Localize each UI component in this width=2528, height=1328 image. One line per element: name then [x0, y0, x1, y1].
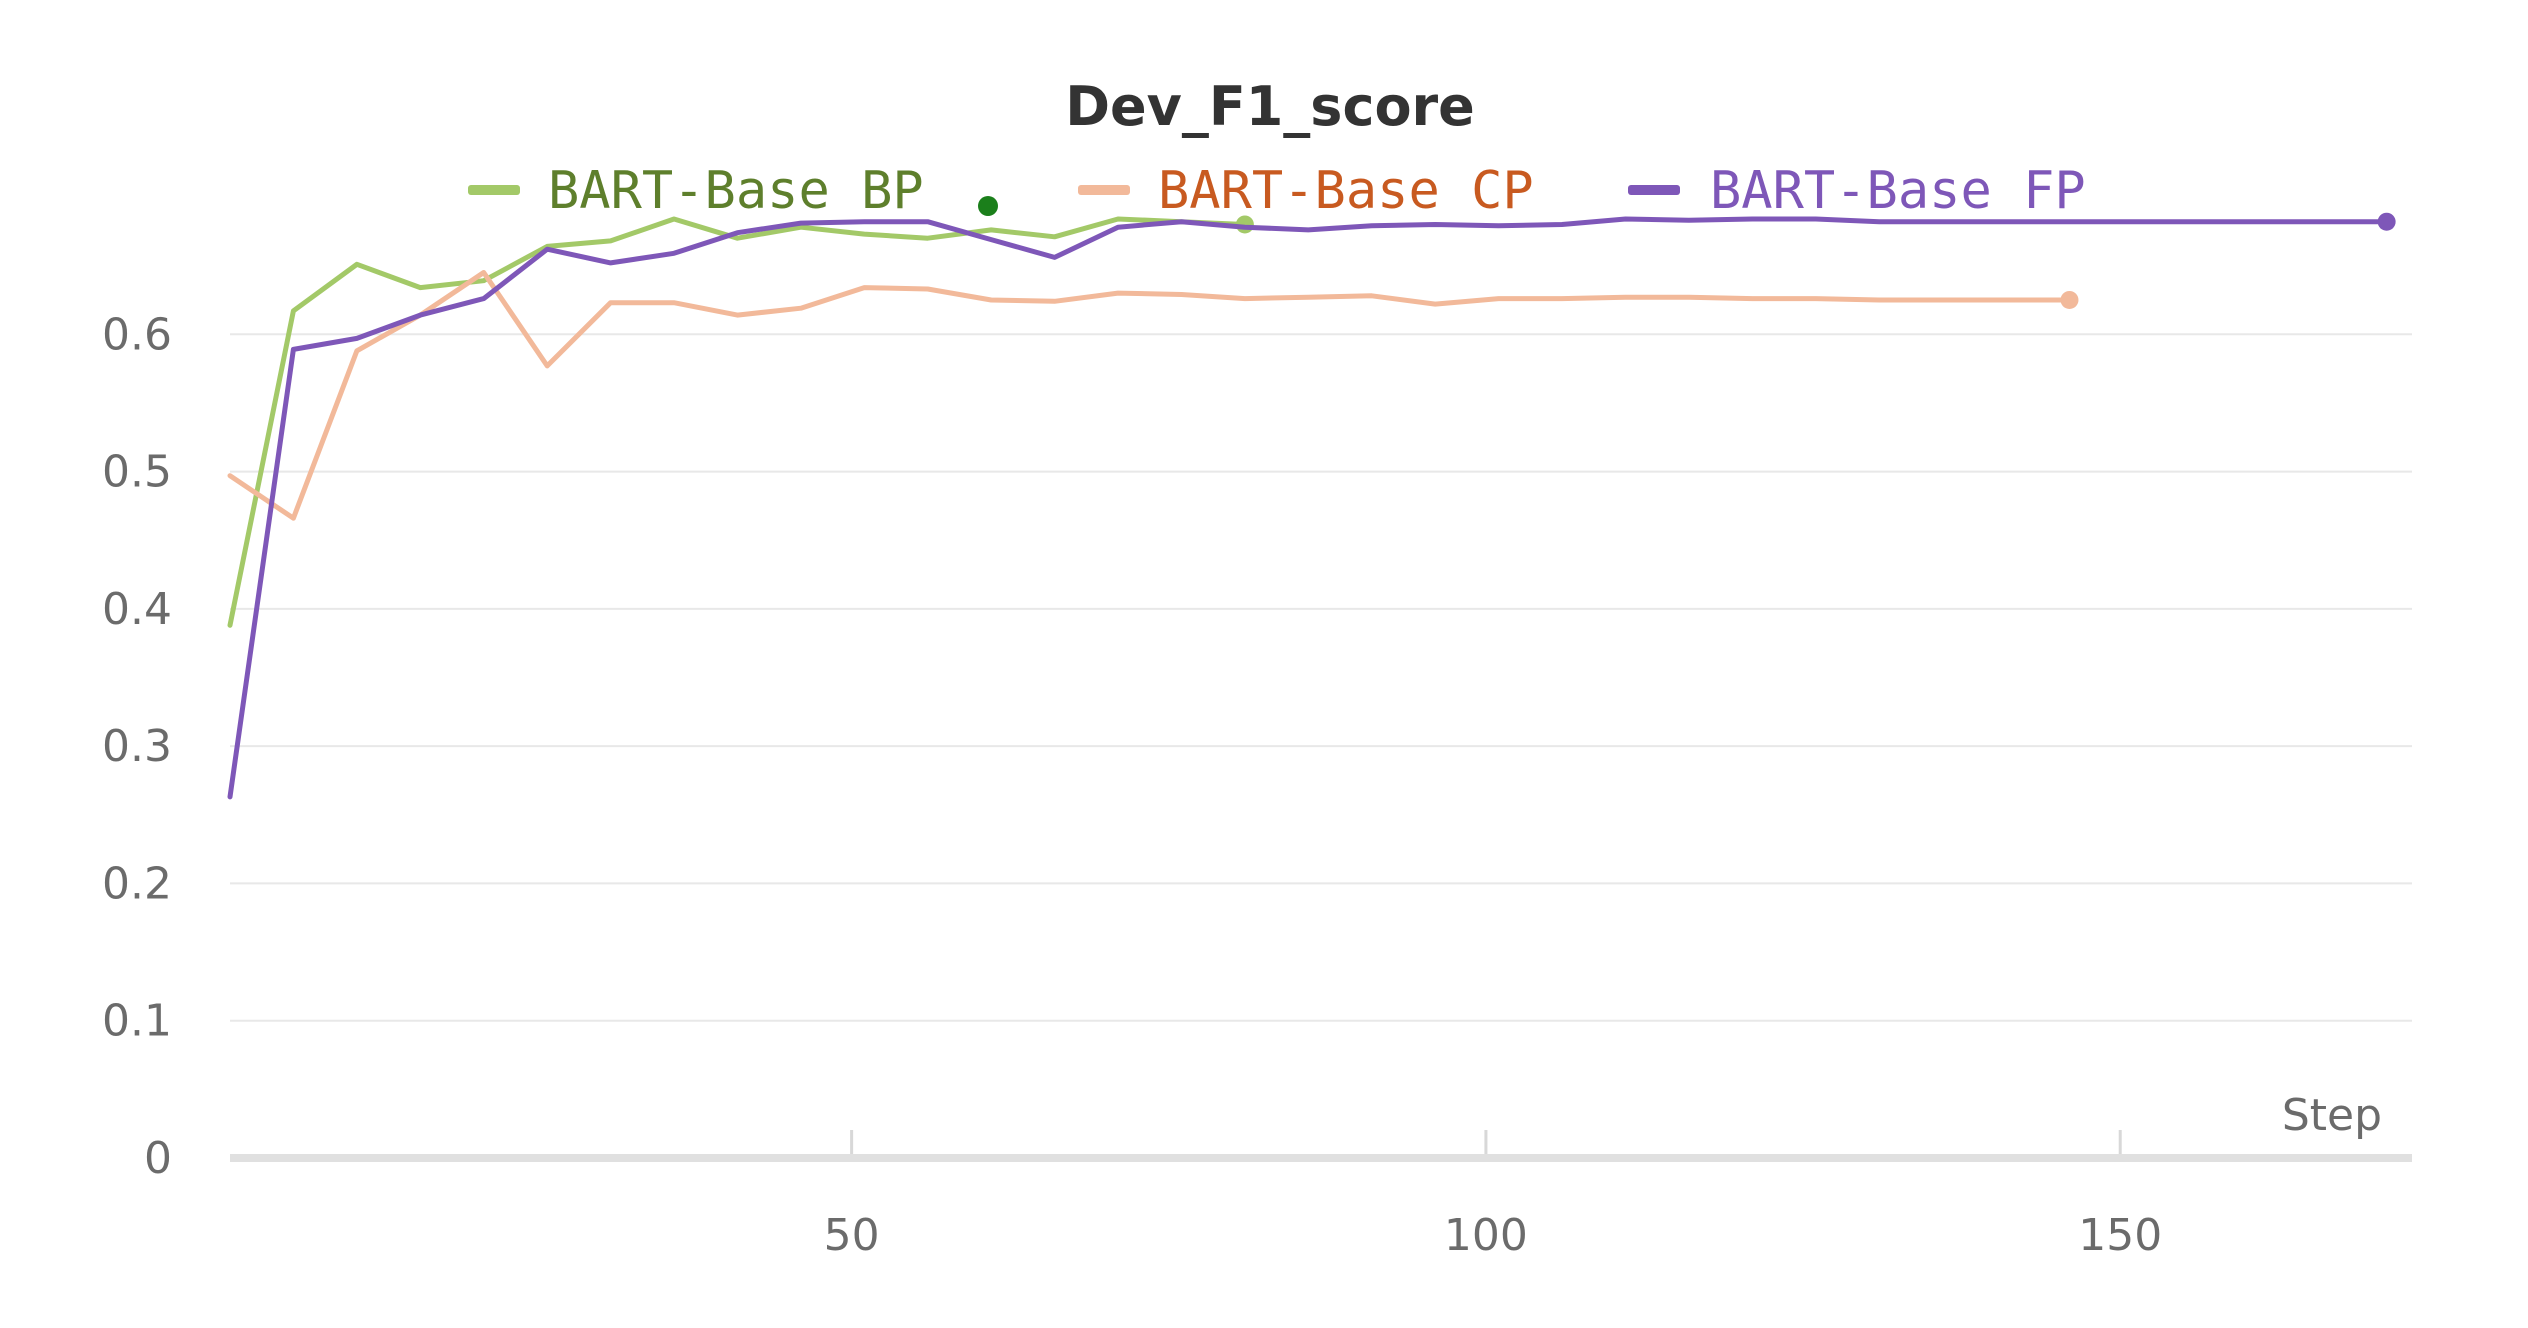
- legend: BART-Base BP BART-Base CP BART-Base FP: [468, 161, 2086, 221]
- legend-item-2[interactable]: BART-Base CP: [1078, 161, 1534, 221]
- x-axis-ticks: 50 100 150: [824, 1130, 2162, 1261]
- legend-swatch: [1078, 185, 1130, 195]
- series-line-2: [227, 270, 2072, 521]
- legend-label: BART-Base BP: [548, 161, 924, 221]
- legend-swatch: [468, 185, 520, 195]
- x-tick-label: 100: [1444, 1210, 1528, 1261]
- y-tick-label: 0: [144, 1133, 172, 1184]
- series-end-point-2: [2060, 290, 2079, 309]
- y-tick-label: 0.4: [102, 584, 172, 635]
- legend-label: BART-Base FP: [1710, 161, 2086, 221]
- chart-title: Dev_F1_score: [1065, 75, 1475, 138]
- legend-run-marker-icon: [978, 196, 998, 216]
- y-tick-label: 0.2: [102, 858, 172, 909]
- x-tick-label: 50: [824, 1210, 880, 1261]
- y-tick-label: 0.5: [102, 447, 172, 498]
- legend-swatch: [1628, 185, 1680, 195]
- gridlines: [230, 333, 2412, 1022]
- series-line-3: [227, 216, 2390, 800]
- y-tick-label: 0.1: [102, 996, 172, 1047]
- y-tick-label: 0.3: [102, 721, 172, 772]
- series-lines: [227, 212, 2396, 800]
- y-axis-ticks: 0 0.1 0.2 0.3 0.4 0.5 0.6: [102, 309, 172, 1184]
- x-tick-label: 150: [2078, 1210, 2162, 1261]
- legend-label: BART-Base CP: [1158, 161, 1534, 221]
- series-end-point-3: [2377, 212, 2396, 231]
- legend-item-1[interactable]: BART-Base BP: [468, 161, 924, 221]
- legend-item-3[interactable]: BART-Base FP: [1628, 161, 2086, 221]
- series-line-1: [227, 216, 1248, 628]
- y-tick-label: 0.6: [102, 309, 172, 360]
- x-axis-label: Step: [2282, 1090, 2382, 1141]
